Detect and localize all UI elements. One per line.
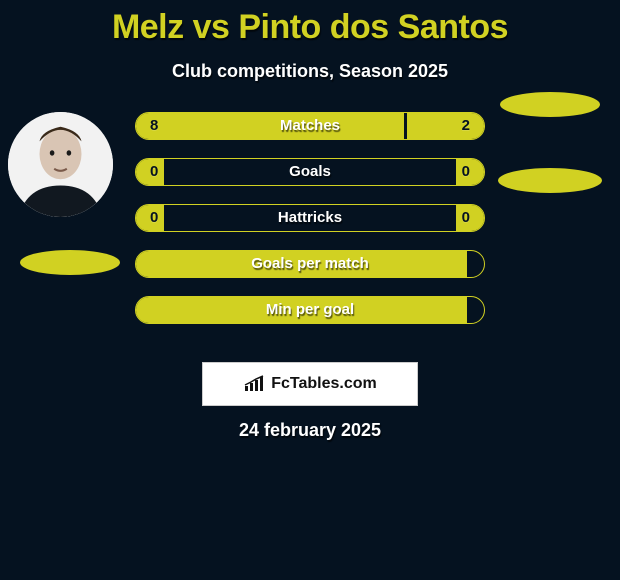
logo-box: FcTables.com	[202, 362, 418, 406]
date-text: 24 february 2025	[0, 420, 620, 441]
stat-row: Min per goal	[135, 296, 485, 324]
stat-value-right: 0	[462, 205, 470, 231]
page-subtitle: Club competitions, Season 2025	[0, 61, 620, 82]
stat-value-left: 0	[150, 205, 158, 231]
player-right-name-pill-1	[500, 92, 600, 117]
stat-label: Goals	[136, 159, 484, 185]
stat-row: 0 0Hattricks	[135, 204, 485, 232]
stat-label: Hattricks	[136, 205, 484, 231]
page-title: Melz vs Pinto dos Santos	[0, 0, 620, 47]
stat-bars: 82Matches00Goals00HattricksGoals per mat…	[135, 112, 485, 342]
chart-icon	[243, 375, 267, 393]
player-left-name-pill	[20, 250, 120, 275]
player-right-name-pill-2	[498, 168, 602, 193]
stat-label: Min per goal	[136, 297, 484, 323]
logo-text: FcTables.com	[271, 375, 377, 393]
stat-value-left: 0	[150, 159, 158, 185]
comparison-area: 82Matches00Goals00HattricksGoals per mat…	[0, 112, 620, 352]
stat-label: Goals per match	[136, 251, 484, 277]
stat-row: 8 2Matches	[135, 112, 485, 140]
stat-value-right: 0	[462, 159, 470, 185]
player-left-photo	[8, 112, 113, 217]
stat-label: Matches	[136, 113, 484, 139]
stat-value-right: 2	[462, 113, 470, 139]
stat-row: Goals per match	[135, 250, 485, 278]
stat-value-left: 8	[150, 113, 158, 139]
stat-row: 0 0Goals	[135, 158, 485, 186]
